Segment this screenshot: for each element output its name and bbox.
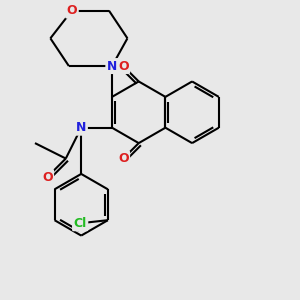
Text: O: O	[118, 60, 129, 73]
Text: O: O	[118, 152, 129, 165]
Text: N: N	[76, 121, 86, 134]
Text: O: O	[67, 4, 77, 17]
Text: Cl: Cl	[74, 217, 87, 230]
Text: O: O	[42, 170, 52, 184]
Text: N: N	[107, 60, 117, 73]
